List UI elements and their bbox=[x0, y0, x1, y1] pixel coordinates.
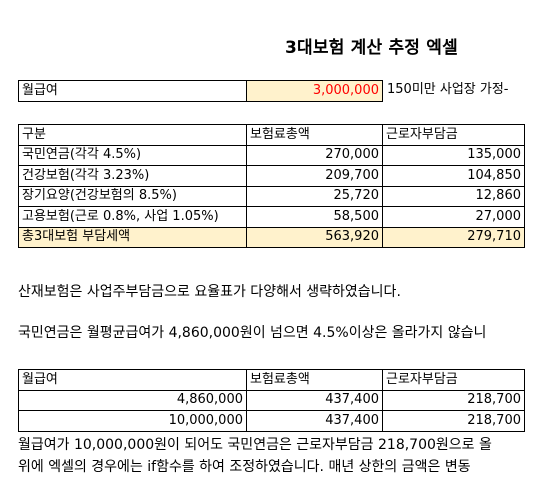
row-employee[interactable]: 218,700 bbox=[382, 410, 525, 432]
note-industrial-insurance: 산재보험은 사업주부담금으로 요율표가 다양해서 생략하였습니다. bbox=[18, 284, 401, 300]
row-total[interactable]: 58,500 bbox=[246, 206, 383, 228]
row-employee[interactable]: 12,860 bbox=[382, 185, 525, 207]
row-total[interactable]: 437,400 bbox=[246, 389, 383, 411]
row-label[interactable]: 고용보험(근로 0.8%, 사업 1.05%) bbox=[18, 206, 247, 228]
total-employee[interactable]: 279,710 bbox=[382, 226, 525, 248]
total-premium[interactable]: 563,920 bbox=[246, 226, 383, 248]
row-salary[interactable]: 10,000,000 bbox=[18, 410, 247, 432]
row-employee[interactable]: 27,000 bbox=[382, 206, 525, 228]
row-total[interactable]: 437,400 bbox=[246, 410, 383, 432]
row-employee[interactable]: 135,000 bbox=[382, 144, 525, 166]
table-row: 고용보험(근로 0.8%, 사업 1.05%) 58,500 27,000 bbox=[18, 206, 525, 228]
row-label[interactable]: 장기요양(건강보험의 8.5%) bbox=[18, 185, 247, 207]
header-salary: 월급여 bbox=[18, 369, 247, 391]
row-label[interactable]: 국민연금(각각 4.5%) bbox=[18, 144, 247, 166]
table-header-row: 월급여 보험료총액 근로자부담금 bbox=[18, 369, 525, 391]
salary-value-cell[interactable]: 3,000,000 bbox=[246, 80, 383, 102]
salary-input-table: 월급여 3,000,000 bbox=[18, 80, 383, 102]
sheet-title: 3대보험 계산 추정 엑셀 bbox=[285, 38, 458, 58]
business-size-note: 150미만 사업장 가정- bbox=[387, 82, 509, 97]
row-salary[interactable]: 4,860,000 bbox=[18, 389, 247, 411]
row-total[interactable]: 25,720 bbox=[246, 185, 383, 207]
footer-note-line1: 월급여가 10,000,000원이 되어도 국민연금은 근로자부담금 218,7… bbox=[18, 437, 492, 453]
header-total-premium: 보험료총액 bbox=[246, 124, 383, 146]
header-category: 구분 bbox=[18, 124, 247, 146]
table-row: 10,000,000 437,400 218,700 bbox=[18, 410, 525, 432]
table-row: 장기요양(건강보험의 8.5%) 25,720 12,860 bbox=[18, 185, 525, 207]
row-total[interactable]: 270,000 bbox=[246, 144, 383, 166]
table-header-row: 구분 보험료총액 근로자부담금 bbox=[18, 124, 525, 146]
footer-note-line2: 위에 엑셀의 경우에는 if함수를 하여 조정하였습니다. 매년 상한의 금액은… bbox=[18, 459, 471, 475]
row-employee[interactable]: 104,850 bbox=[382, 165, 525, 187]
header-employee-share: 근로자부담금 bbox=[382, 124, 525, 146]
salary-label: 월급여 bbox=[18, 80, 247, 102]
insurance-table: 구분 보험료총액 근로자부담금 국민연금(각각 4.5%) 270,000 13… bbox=[18, 124, 525, 248]
table-row: 4,860,000 437,400 218,700 bbox=[18, 389, 525, 411]
pension-cap-table: 월급여 보험료총액 근로자부담금 4,860,000 437,400 218,7… bbox=[18, 369, 525, 432]
total-row: 총3대보험 부담세액 563,920 279,710 bbox=[18, 226, 525, 248]
note-pension-cap: 국민연금은 월평균급여가 4,860,000원이 넘으면 4.5%이상은 올라가… bbox=[18, 325, 487, 341]
row-employee[interactable]: 218,700 bbox=[382, 389, 525, 411]
table-row: 건강보험(각각 3.23%) 209,700 104,850 bbox=[18, 165, 525, 187]
total-label[interactable]: 총3대보험 부담세액 bbox=[18, 226, 247, 248]
row-label[interactable]: 건강보험(각각 3.23%) bbox=[18, 165, 247, 187]
header-employee-share: 근로자부담금 bbox=[382, 369, 525, 391]
header-total-premium: 보험료총액 bbox=[246, 369, 383, 391]
table-row: 국민연금(각각 4.5%) 270,000 135,000 bbox=[18, 144, 525, 166]
row-total[interactable]: 209,700 bbox=[246, 165, 383, 187]
